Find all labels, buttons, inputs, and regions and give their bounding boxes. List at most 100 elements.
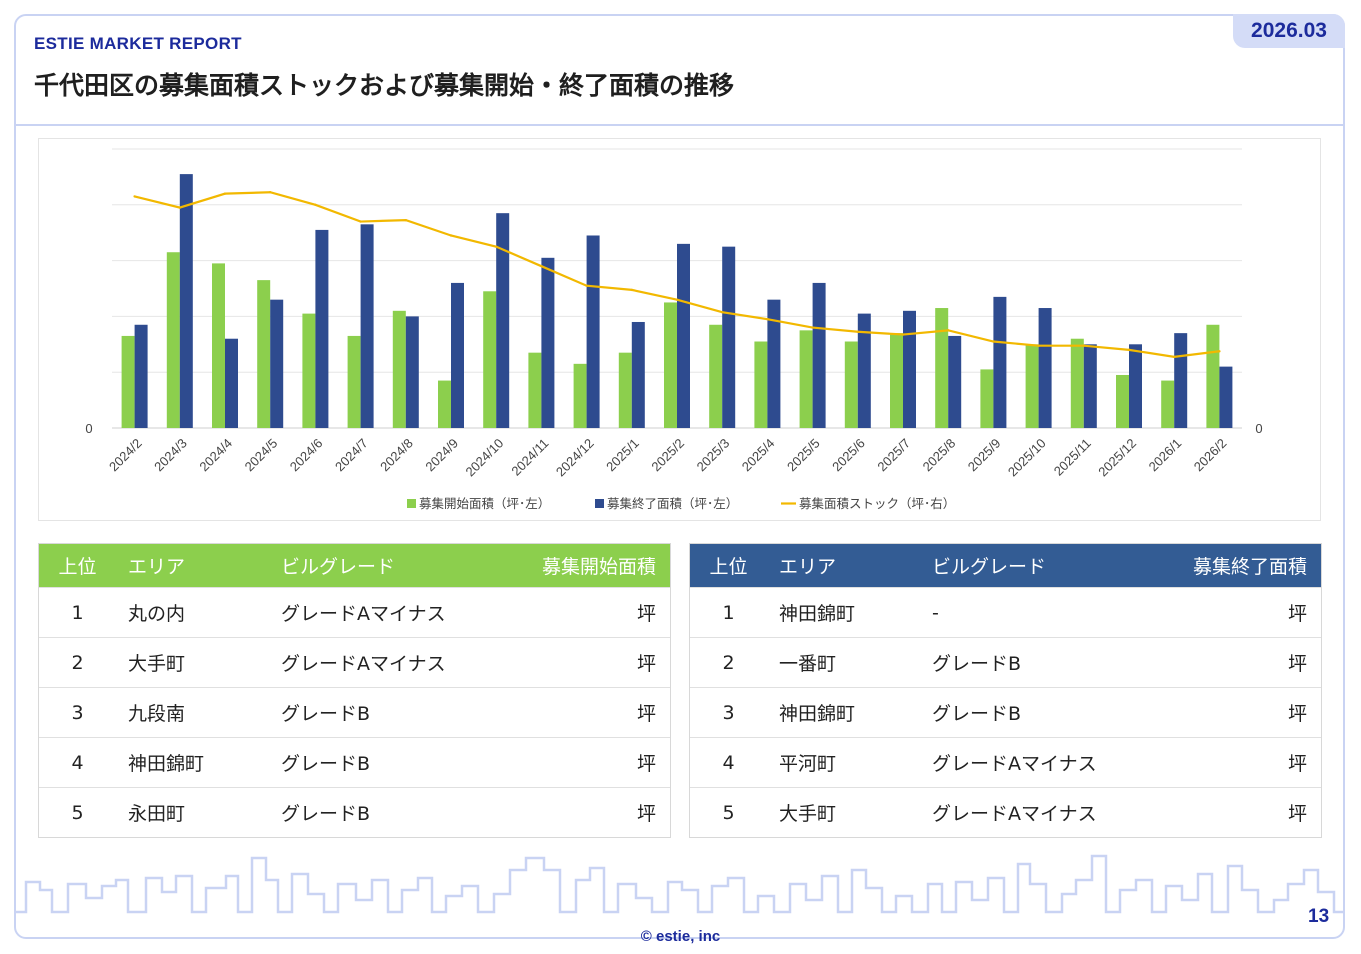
x-tick-label: 2026/1 (1146, 436, 1185, 475)
x-tick-label: 2024/9 (422, 436, 461, 475)
bar-end-area (1219, 366, 1233, 428)
header-area: エリア (779, 556, 837, 578)
value-cell: 坪 (511, 699, 670, 726)
stock-point (1218, 350, 1221, 353)
bar-end-area (1174, 333, 1188, 428)
rank-cell: 1 (722, 601, 735, 624)
bar-end-area (360, 224, 374, 428)
stock-point (178, 206, 181, 209)
unit-label: 坪 (636, 653, 656, 675)
unit-label: 坪 (636, 703, 656, 725)
stock-point (223, 192, 227, 195)
x-tick-label: 2025/3 (694, 436, 733, 475)
grade-cell: グレードAマイナス (281, 653, 446, 675)
stock-point (585, 284, 588, 287)
x-tick-label: 2024/5 (242, 436, 281, 475)
header-grade: ビルグレード (932, 556, 1047, 578)
x-tick-label: 2025/10 (1005, 436, 1049, 480)
bar-start-area (573, 363, 587, 428)
legend-start-area-swatch (407, 499, 416, 508)
stock-point (811, 326, 814, 329)
grade-cell: グレードAマイナス (932, 803, 1097, 825)
table-row: 4 神田錦町 グレードB 坪 (39, 737, 670, 787)
x-tick-label: 2024/3 (151, 436, 190, 475)
bar-end-area (405, 316, 419, 428)
table-row: 2 一番町 グレードB 坪 (690, 637, 1321, 687)
rank-cell: 5 (71, 801, 84, 824)
x-tick-label: 2024/12 (553, 436, 597, 480)
bar-end-area (948, 335, 962, 428)
unit-label: 坪 (636, 803, 656, 825)
stock-point (540, 264, 543, 268)
x-tick-label: 2025/11 (1051, 436, 1094, 479)
legend-end-area-swatch (595, 499, 604, 508)
page-number: 13 (1308, 906, 1330, 927)
header-divider (16, 124, 1345, 126)
city-skyline-illustration (16, 854, 1345, 914)
x-tick-label: 2025/12 (1095, 436, 1139, 480)
unit-label: 坪 (1287, 653, 1307, 675)
bar-start-area (302, 313, 316, 428)
bar-end-area (812, 282, 826, 428)
x-tick-label: 2025/2 (648, 436, 687, 475)
stock-point (630, 288, 633, 292)
stock-point (992, 340, 995, 343)
unit-label: 坪 (1287, 603, 1307, 625)
table-header: 上位 エリア ビルグレード 募集終了面積 (690, 544, 1321, 587)
area-cell: 神田錦町 (779, 703, 856, 725)
value-cell: 坪 (511, 649, 670, 676)
page-title: 千代田区の募集面積ストックおよび募集開始・終了面積の推移 (34, 71, 735, 100)
bar-end-area (134, 324, 148, 428)
bar-start-area (980, 369, 994, 428)
bar-start-area (1206, 324, 1220, 428)
x-tick-label: 2025/4 (739, 436, 778, 475)
stock-point (721, 311, 724, 314)
table-row: 1 丸の内 グレードAマイナス 坪 (39, 587, 670, 637)
y-left-tick-label: 0 (85, 421, 92, 436)
header-grade: ビルグレード (281, 556, 396, 578)
stock-point (449, 234, 453, 237)
bar-start-area (935, 308, 949, 428)
grade-cell: グレードAマイナス (281, 603, 446, 625)
x-tick-label: 2024/2 (106, 436, 145, 475)
table-row: 4 平河町 グレードAマイナス 坪 (690, 737, 1321, 787)
stock-point (675, 298, 679, 301)
area-cell: 平河町 (779, 753, 837, 775)
unit-label: 坪 (1287, 703, 1307, 725)
bar-end-area (586, 235, 600, 428)
grade-cell: グレードAマイナス (932, 753, 1097, 775)
stock-point (269, 191, 272, 194)
x-tick-label: 2024/6 (287, 436, 326, 475)
legend-stock: 募集面積ストック（坪･右） (799, 496, 955, 511)
x-tick-label: 2024/10 (462, 436, 506, 480)
x-tick-label: 2025/1 (603, 436, 642, 475)
bar-start-area (1070, 338, 1084, 428)
table-row: 3 神田錦町 グレードB 坪 (690, 687, 1321, 737)
rank-cell: 1 (71, 601, 84, 624)
grade-cell: グレードB (932, 703, 1022, 725)
x-tick-label: 2025/8 (920, 436, 959, 475)
header-rank: 上位 (58, 556, 97, 578)
bar-start-area (1025, 344, 1039, 428)
stock-point (133, 195, 136, 198)
bar-end-area (857, 313, 871, 428)
stock-point (947, 329, 950, 332)
grade-cell: グレードB (932, 653, 1022, 675)
x-tick-label: 2024/8 (377, 436, 416, 475)
stock-point (1082, 344, 1086, 347)
x-tick-label: 2026/2 (1191, 436, 1230, 475)
grade-cell: グレードB (281, 803, 371, 825)
bar-start-area (1116, 374, 1129, 428)
bar-start-area (890, 333, 903, 428)
bar-start-area (257, 280, 271, 428)
header-end-area: 募集終了面積 (1192, 556, 1307, 578)
bar-end-area (677, 243, 690, 428)
bar-end-area (1083, 344, 1097, 428)
rank-cell: 4 (722, 751, 735, 774)
bar-start-area (166, 252, 180, 428)
unit-label: 坪 (636, 603, 656, 625)
bar-end-area (1129, 344, 1142, 428)
bar-start-area (483, 291, 497, 428)
value-cell: 坪 (1162, 799, 1321, 826)
